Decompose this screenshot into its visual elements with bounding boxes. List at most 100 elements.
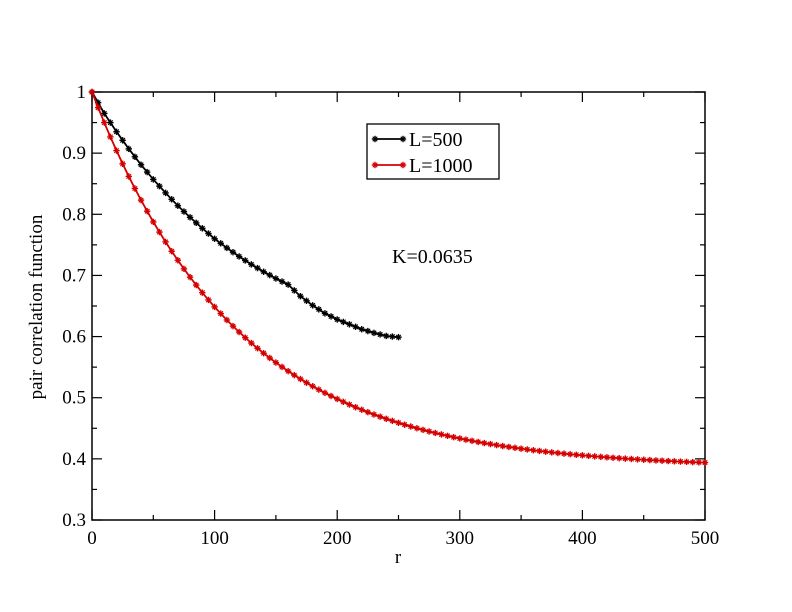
y-tick-label: 0.6 (62, 327, 86, 348)
series-2-marker (284, 367, 292, 375)
series-2-marker (622, 455, 629, 462)
series-2-marker (346, 401, 353, 408)
series-1-marker (327, 313, 335, 320)
series-2-marker (615, 454, 623, 462)
series-2-marker (278, 363, 286, 371)
series-2-marker (677, 458, 684, 465)
series-2-marker (168, 248, 175, 255)
series-2-marker (174, 257, 182, 264)
series-1-marker (174, 202, 182, 209)
series-1-marker (254, 264, 261, 272)
series-2-marker (193, 281, 200, 289)
series-2-marker (579, 452, 586, 459)
series-2-marker (456, 435, 463, 442)
series-1-marker (248, 261, 255, 268)
series-2-marker (499, 442, 506, 450)
series-1-marker (211, 235, 218, 242)
y-tick-label: 0.7 (62, 265, 86, 286)
series-2-marker (432, 429, 439, 437)
series-2-marker (113, 147, 120, 154)
series-1-marker (143, 168, 151, 176)
series-1-marker (376, 331, 384, 338)
legend-marker-2 (371, 161, 379, 169)
series-2-marker (548, 449, 555, 456)
series-2-marker (425, 428, 433, 435)
series-1-marker (395, 333, 402, 341)
series-1-marker (156, 182, 163, 190)
series-2-marker (260, 350, 267, 357)
x-tick-label: 0 (87, 528, 97, 549)
series-2-marker (597, 453, 604, 461)
series-2-marker (683, 458, 690, 466)
series-1-marker (180, 208, 188, 215)
y-tick-label: 0.8 (62, 204, 86, 225)
series-2-marker (223, 316, 231, 324)
x-axis-label: r (395, 547, 402, 568)
series-1-marker (297, 293, 304, 300)
series-group (88, 88, 709, 466)
series-1-marker (205, 230, 212, 237)
series-2-marker (376, 413, 384, 420)
series-1-marker (168, 196, 175, 203)
x-tick-label: 500 (691, 528, 720, 549)
series-1-marker (340, 318, 347, 326)
series-1-marker (162, 189, 169, 197)
series-2-marker (150, 218, 157, 226)
series-2-marker (438, 431, 445, 438)
series-1-marker (101, 110, 108, 117)
series-2-marker (591, 453, 598, 460)
y-tick-label: 0.5 (62, 388, 86, 409)
series-2-marker (536, 447, 543, 455)
series-2-marker (321, 389, 329, 397)
series-2-marker (695, 459, 703, 466)
series-1-marker (272, 275, 280, 282)
x-tick-label: 300 (446, 528, 475, 549)
series-2-marker (199, 289, 206, 296)
series-2-marker (340, 398, 347, 406)
series-1-marker (358, 326, 365, 333)
series-2-marker (389, 417, 396, 425)
series-2-marker (419, 426, 427, 434)
series-1-marker (364, 327, 372, 335)
series-2-marker (235, 328, 243, 336)
series-1-marker (389, 333, 396, 340)
series-1-marker (260, 268, 267, 275)
axis-ticks: 0 100 200 300 400 500 0.3 0.4 0.5 0.6 0.7 0.8 0.9 1 (62, 82, 719, 549)
series-1-marker (284, 281, 292, 288)
series-2-marker (119, 160, 126, 167)
series-line-1 (91, 91, 399, 339)
series-2-marker (248, 339, 255, 347)
series-2-marker (383, 415, 390, 423)
y-tick-label: 1 (77, 82, 87, 103)
series-2-marker (266, 354, 273, 362)
series-1-marker (278, 278, 286, 285)
series-2-marker (701, 459, 709, 466)
series-1-marker (113, 128, 120, 135)
series-2-marker (511, 444, 519, 452)
series-2-marker (573, 451, 580, 459)
series-2-marker (315, 386, 323, 393)
series-1-marker (321, 310, 329, 317)
series-1-marker (383, 332, 390, 340)
series-2-marker (291, 371, 298, 379)
series-2-marker (352, 404, 359, 411)
series-2-marker (327, 392, 335, 400)
legend-label-1: L=500 (409, 129, 463, 151)
y-tick-label: 0.4 (62, 449, 86, 470)
series-2-marker (462, 436, 470, 443)
series-1-marker (199, 225, 206, 232)
series-2-marker (254, 345, 261, 352)
series-2-marker (131, 185, 139, 192)
series-2-marker (609, 454, 617, 461)
series-1-marker (125, 145, 132, 153)
x-tick-label: 400 (568, 528, 597, 549)
series-2-marker (186, 273, 194, 281)
series-2-marker (444, 432, 451, 440)
series-1-marker (352, 323, 359, 330)
series-1-marker (309, 302, 316, 309)
series-1-marker (193, 219, 200, 227)
series-2-marker (671, 458, 678, 465)
series-1-marker (107, 119, 114, 126)
series-2-marker (125, 173, 132, 180)
